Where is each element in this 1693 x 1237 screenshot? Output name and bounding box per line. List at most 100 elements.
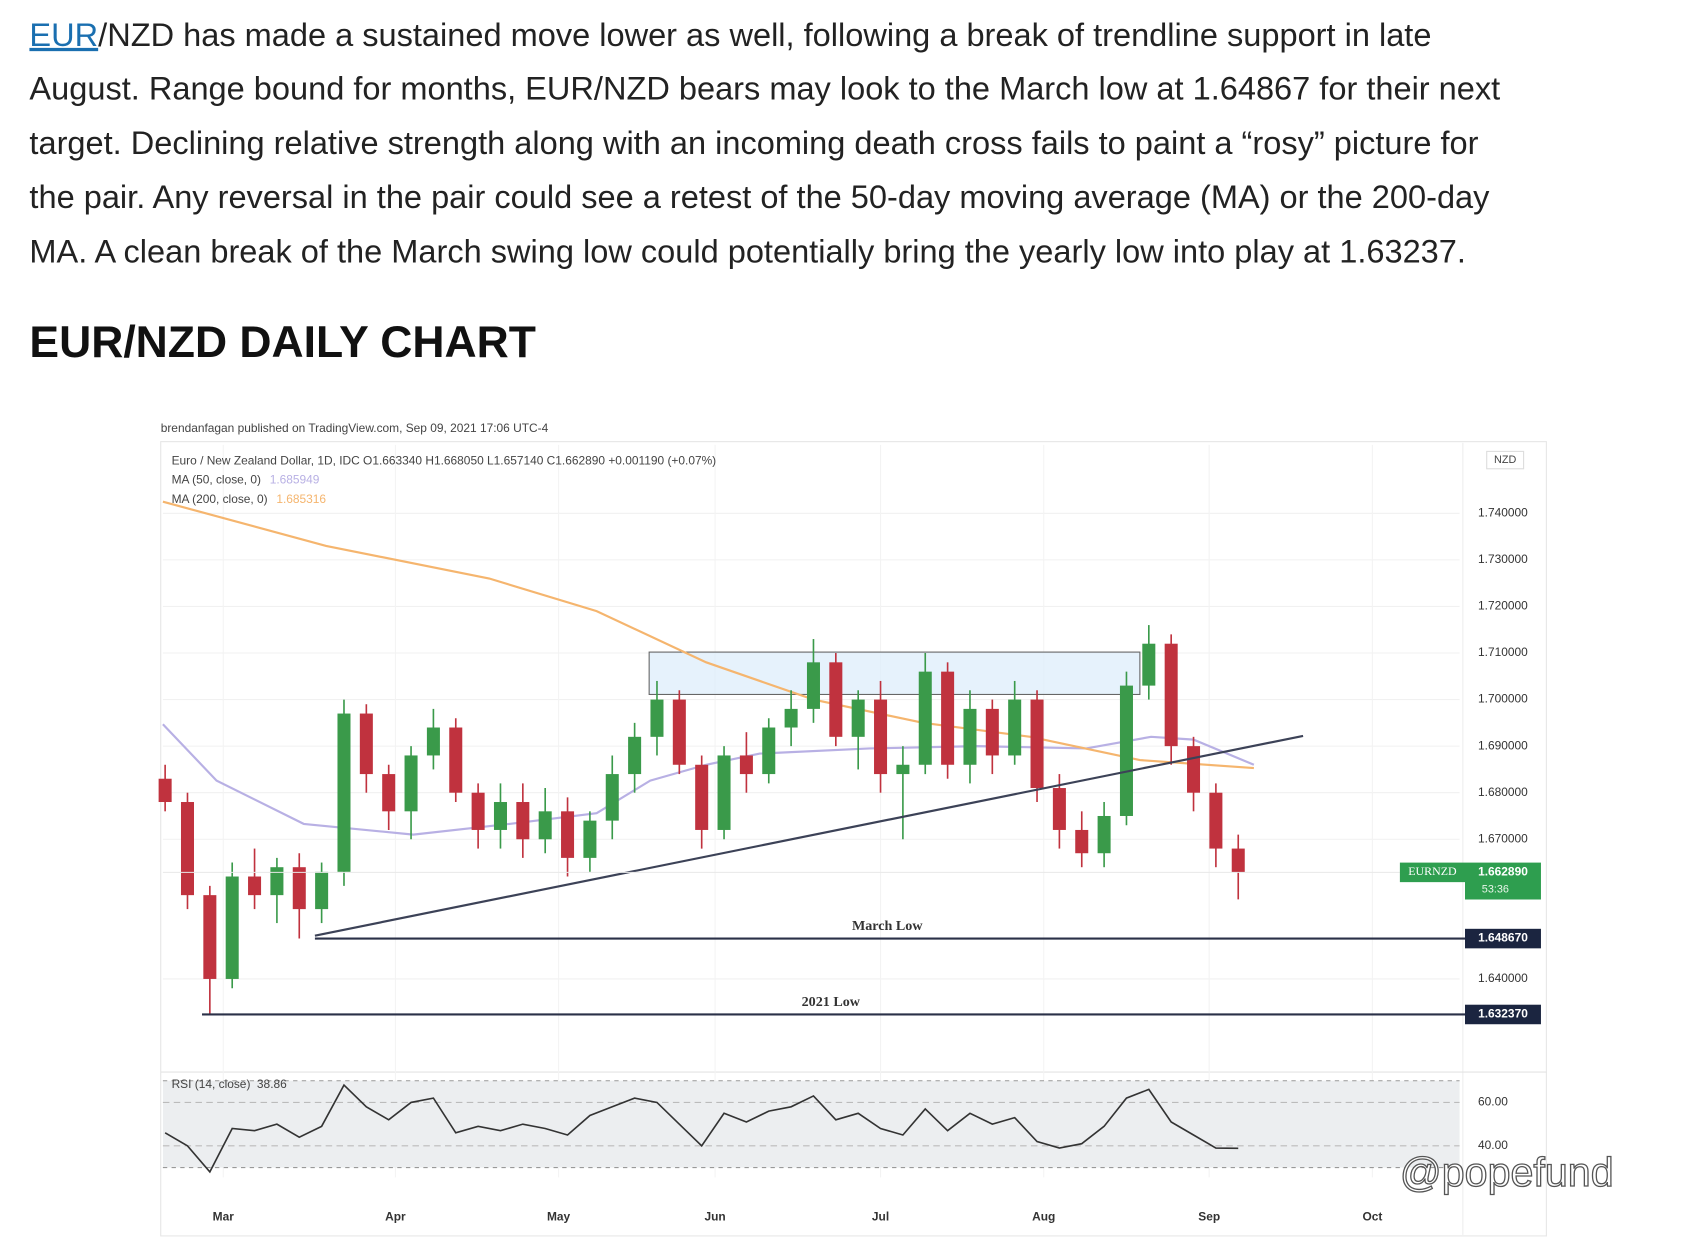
candle-body bbox=[874, 699, 888, 775]
source: brendanfagan published on TradingView.co… bbox=[161, 421, 549, 435]
candle-body bbox=[650, 699, 664, 737]
candle-body bbox=[695, 764, 709, 830]
price-tag-label: 1.632370 bbox=[1478, 1007, 1528, 1021]
price-tag-label: 1.662890 bbox=[1478, 865, 1528, 879]
paragraph-line: MA. A clean break of the March swing low… bbox=[29, 234, 1465, 270]
rsi-value: 38.86 bbox=[257, 1077, 287, 1091]
candle-body bbox=[1097, 815, 1111, 854]
currency-box bbox=[1486, 450, 1525, 470]
y-tick-label: 1.670000 bbox=[1478, 831, 1528, 845]
y-tick-label: 1.710000 bbox=[1478, 645, 1528, 659]
rsi-legend: RSI (14, close) 38.86 bbox=[172, 1077, 288, 1091]
candle-body bbox=[270, 867, 284, 896]
x-tick-label: Aug bbox=[1032, 1210, 1055, 1224]
x-tick-label: Apr bbox=[385, 1210, 406, 1224]
candle-body bbox=[762, 727, 776, 775]
x-tick-label: May bbox=[547, 1210, 571, 1224]
rsi-tick-label: 60.00 bbox=[1478, 1095, 1508, 1109]
candle-body bbox=[382, 774, 396, 812]
candle-body bbox=[516, 802, 530, 840]
level-label: March Low bbox=[852, 918, 923, 934]
candle-body bbox=[896, 764, 910, 775]
text: /NZD has made a sustained move lower as … bbox=[98, 16, 1431, 52]
rsi-line bbox=[164, 1083, 1239, 1174]
legend-name: MA (200, close, 0) bbox=[172, 492, 268, 506]
candle-body bbox=[963, 708, 977, 765]
legend-name: MA (50, close, 0) bbox=[172, 473, 261, 487]
candle-body bbox=[1209, 792, 1223, 849]
symbol-label: EURNZD bbox=[1408, 864, 1457, 878]
candle-body bbox=[493, 802, 507, 830]
candle-body bbox=[1052, 788, 1066, 830]
candle-body bbox=[292, 867, 306, 910]
candle-body bbox=[941, 671, 955, 765]
paragraph-line: target. Declining relative strength alon… bbox=[29, 125, 1478, 161]
candle-body bbox=[672, 699, 686, 765]
y-tick-label: 1.690000 bbox=[1478, 738, 1528, 752]
x-tick-label: Oct bbox=[1362, 1210, 1382, 1224]
candle-body bbox=[561, 811, 575, 858]
price-tag bbox=[1465, 1004, 1541, 1025]
candle-body bbox=[829, 662, 843, 737]
y-tick-label: 1.680000 bbox=[1478, 785, 1528, 799]
candle-body bbox=[605, 774, 619, 821]
rsi-name: RSI (14, close) bbox=[172, 1077, 251, 1091]
candle-body bbox=[203, 895, 217, 979]
legend-entry: MA (50, close, 0) 1.685949 bbox=[172, 473, 320, 487]
candle-body bbox=[1231, 848, 1245, 873]
paragraph-line: the pair. Any reversal in the pair could… bbox=[29, 179, 1490, 215]
candle-body bbox=[1142, 643, 1156, 686]
price-tag-label: 1.648670 bbox=[1478, 931, 1528, 945]
rsi-tick-label: 40.00 bbox=[1478, 1138, 1508, 1152]
chart: 1.640000 1.670000 1.680000 1.690000 1.700000… bbox=[158, 421, 1547, 1235]
candle-body bbox=[784, 708, 798, 728]
x-tick-label: Jun bbox=[704, 1210, 725, 1224]
candle-body bbox=[158, 778, 172, 803]
candle-body bbox=[739, 755, 753, 775]
candle-body bbox=[225, 876, 239, 979]
candle-body bbox=[1008, 699, 1022, 756]
y-tick-label: 1.700000 bbox=[1478, 692, 1528, 706]
y-tick-label: 1.730000 bbox=[1478, 552, 1528, 566]
candle-body bbox=[404, 755, 418, 812]
candle-body bbox=[918, 671, 932, 765]
x-tick-label: Mar bbox=[213, 1210, 235, 1224]
legend-value: 1.685316 bbox=[276, 492, 326, 506]
candle-body bbox=[583, 820, 597, 858]
legend-entry: MA (200, close, 0) 1.685316 bbox=[172, 492, 327, 506]
y-tick-label: 1.740000 bbox=[1478, 505, 1528, 519]
legend: Euro / New Zealand Dollar, 1D, IDC O1.66… bbox=[172, 453, 717, 467]
candle-body bbox=[315, 871, 329, 910]
candle-body bbox=[337, 713, 351, 872]
link[interactable]: EUR bbox=[29, 16, 98, 52]
rsi-band bbox=[162, 1080, 1460, 1168]
candle-body bbox=[471, 792, 485, 830]
moving-average bbox=[162, 500, 1254, 770]
x-tick-label: Jul bbox=[872, 1210, 889, 1224]
candle-body bbox=[851, 699, 865, 737]
candle-body bbox=[1119, 685, 1133, 816]
candle-body bbox=[806, 662, 820, 709]
candle-body bbox=[449, 727, 463, 793]
candle-body bbox=[628, 736, 642, 775]
x-tick-label: Sep bbox=[1198, 1210, 1220, 1224]
candle-body bbox=[1164, 643, 1178, 747]
paragraph-line: August. Range bound for months, EUR/NZD … bbox=[29, 71, 1500, 107]
candle-body bbox=[180, 802, 194, 896]
y-tick-label: 1.720000 bbox=[1478, 599, 1528, 613]
watermark: @popefund bbox=[1400, 1149, 1614, 1195]
candle-body bbox=[359, 713, 373, 775]
countdown: 53:36 bbox=[1482, 884, 1509, 896]
price-tag bbox=[1465, 862, 1541, 900]
price-tag bbox=[1465, 928, 1541, 949]
candle-body bbox=[248, 876, 262, 896]
symbol-tag bbox=[1399, 862, 1465, 883]
resistance-box bbox=[648, 651, 1141, 695]
currency: NZD bbox=[1494, 454, 1516, 466]
candle-body bbox=[426, 727, 440, 756]
candle-body bbox=[717, 755, 731, 830]
level-label: 2021 Low bbox=[802, 994, 861, 1010]
paragraph-line: EUR/NZD has made a sustained move lower … bbox=[29, 16, 1431, 52]
candle-body bbox=[985, 708, 999, 756]
trendline bbox=[314, 734, 1304, 937]
